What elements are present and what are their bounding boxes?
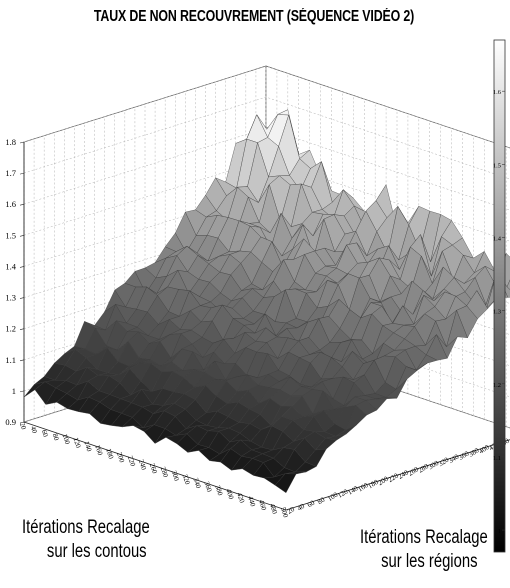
- z-tick: [19, 235, 25, 237]
- z-tick: [19, 390, 25, 393]
- surface-patch: [506, 279, 510, 290]
- contour-tick-label: 280: [159, 466, 170, 479]
- region-tick-label: 40: [296, 502, 307, 513]
- grid-line-z: [23, 65, 510, 149]
- region-tick-label: 20: [286, 505, 297, 516]
- z-tick-label: 1.2: [5, 324, 16, 334]
- contour-tick-label: 340: [192, 477, 203, 490]
- z-tick: [19, 421, 25, 424]
- z-tick-label: 1.1: [5, 355, 16, 365]
- z-tick: [19, 297, 25, 299]
- contour-tick-label: 160: [93, 444, 104, 457]
- contour-tick-label: 140: [82, 440, 93, 453]
- x-axis-label-line1: Itérations Recalage: [22, 517, 150, 538]
- contour-tick-label: 80: [51, 432, 61, 442]
- x-axis-label-line2: sur les contous: [46, 541, 147, 562]
- contour-tick-label: 120: [71, 436, 82, 449]
- contour-tick-label: 500: [279, 506, 290, 519]
- z-tick-label: 1.8: [5, 137, 16, 147]
- colorbar-tick-label: 1.1: [493, 455, 501, 462]
- z-tick: [19, 359, 25, 362]
- contour-tick-label: 60: [40, 429, 50, 439]
- region-tick-label: 60: [306, 499, 317, 510]
- z-tick-label: 1: [12, 386, 16, 396]
- region-tick-label: 80: [316, 495, 327, 506]
- colorbar-tick-label: 1.5: [493, 162, 501, 169]
- contour-tick-label: 240: [137, 458, 148, 471]
- region-axis-line: [285, 439, 510, 511]
- z-tick: [19, 141, 25, 144]
- contour-tick-label: 480: [268, 502, 279, 515]
- y-axis-label: Itérations Recalage sur les régions: [360, 526, 488, 574]
- colorbar: [493, 39, 506, 553]
- contour-tick-label: 440: [246, 495, 257, 508]
- contour-axis-line: [23, 421, 287, 511]
- contour-tick-label: 220: [126, 455, 137, 468]
- contour-tick-label: 400: [224, 488, 235, 501]
- z-tick: [19, 328, 25, 330]
- contour-tick-label: 460: [257, 499, 268, 512]
- contour-tick-label: 300: [170, 469, 181, 482]
- contour-tick-label: 200: [115, 451, 126, 464]
- z-tick: [19, 203, 25, 206]
- contour-tick-label: 380: [213, 484, 224, 497]
- surface-patch: [274, 473, 297, 494]
- y-axis-label-line1: Itérations Recalage: [360, 527, 488, 548]
- contour-tick-label: 320: [181, 473, 192, 486]
- region-tick-label: 460: [508, 433, 510, 446]
- z-tick: [19, 266, 25, 268]
- z-tick-label: 1.5: [5, 230, 16, 240]
- contour-tick-label: 420: [235, 491, 246, 504]
- colorbar-tick-label: 1.2: [493, 382, 501, 389]
- contour-tick-label: 360: [202, 480, 213, 493]
- colorbar-tick-label: 1: [498, 528, 501, 535]
- z-tick-label: 1.3: [5, 293, 16, 303]
- z-tick-label: 1.6: [5, 199, 16, 209]
- y-axis-label-line2: sur les régions: [381, 551, 478, 572]
- z-tick-label: 1.4: [5, 261, 16, 271]
- x-axis-label: Itérations Recalage sur les contous: [22, 516, 150, 564]
- contour-tick-label: 40: [29, 425, 39, 435]
- chart-title: TAUX DE NON RECOUVREMENT (SÉQUENCE VIDÉO…: [93, 8, 415, 25]
- contour-tick-label: 260: [148, 462, 159, 475]
- colorbar-tick-label: 1.4: [493, 235, 502, 242]
- z-tick-label: 1.7: [5, 168, 16, 178]
- colorbar-tick-label: 1.3: [493, 309, 501, 316]
- contour-tick-label: 20: [18, 421, 28, 431]
- contour-tick-label: 180: [104, 447, 115, 460]
- z-tick: [19, 172, 25, 175]
- colorbar-tick-label: 1.6: [493, 89, 502, 96]
- contour-tick-label: 100: [61, 433, 72, 446]
- z-tick-label: 0.9: [5, 417, 16, 427]
